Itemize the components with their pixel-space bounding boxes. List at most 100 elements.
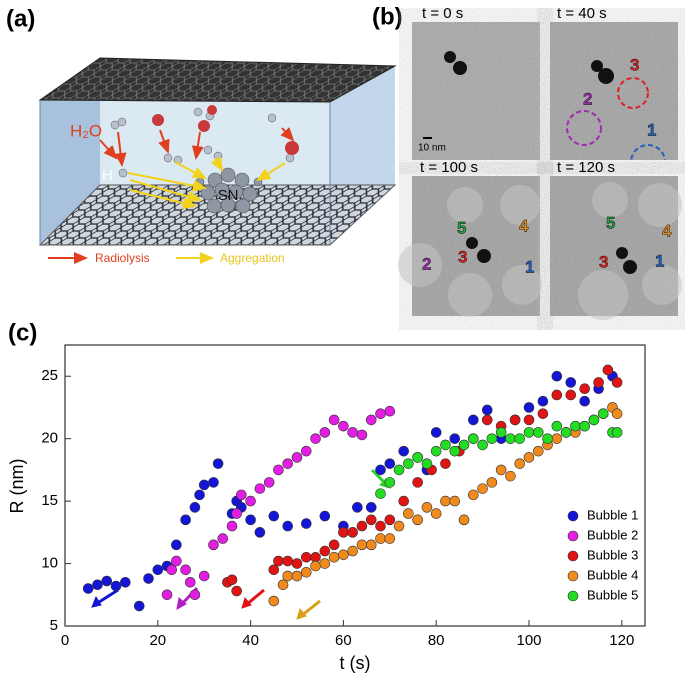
- point: [514, 433, 526, 444]
- panel-label: (c): [8, 319, 37, 346]
- point: [171, 555, 182, 567]
- point: [347, 545, 358, 557]
- x-axis-label: t (s): [340, 653, 371, 673]
- legend-label: Bubble 5: [587, 587, 638, 602]
- bubble-label: 4: [662, 221, 672, 240]
- point: [273, 464, 284, 476]
- point: [375, 408, 386, 419]
- point: [602, 364, 614, 376]
- point: [300, 566, 312, 578]
- bubble-label: 5: [457, 218, 466, 237]
- point: [477, 483, 488, 494]
- scale-bar-label: 10 nm: [418, 143, 446, 154]
- point: [486, 477, 498, 488]
- point: [310, 433, 321, 444]
- point: [171, 539, 182, 551]
- legend-text: Aggregation: [220, 251, 285, 265]
- point: [189, 589, 201, 601]
- point: [365, 514, 377, 526]
- point: [82, 583, 94, 594]
- point: [356, 539, 368, 551]
- sn-label: SN: [218, 187, 239, 204]
- time-label: t = 0 s: [422, 5, 463, 22]
- point: [319, 558, 331, 569]
- h-label: H: [102, 167, 113, 184]
- point: [254, 527, 266, 538]
- point: [319, 427, 331, 438]
- point: [398, 445, 410, 457]
- point: [277, 579, 289, 591]
- bubble-label: 3: [599, 252, 608, 271]
- point: [198, 570, 210, 582]
- time-label: t = 100 s: [420, 159, 478, 176]
- point: [570, 420, 581, 432]
- point: [291, 558, 303, 569]
- point: [403, 508, 414, 519]
- point: [551, 420, 563, 432]
- point: [430, 445, 442, 457]
- point: [254, 483, 266, 494]
- legend-text: Radiolysis: [95, 251, 150, 265]
- point: [375, 488, 386, 499]
- bubble-label: 4: [519, 216, 529, 235]
- time-label: t = 40 s: [557, 5, 607, 22]
- point: [458, 439, 470, 451]
- point: [384, 458, 396, 469]
- h2o-label: H₂O: [70, 121, 102, 140]
- legend-label: Bubble 2: [587, 527, 638, 542]
- y-tick-label: 20: [41, 430, 58, 447]
- point: [537, 395, 549, 407]
- point: [579, 420, 590, 432]
- point: [611, 377, 623, 388]
- point: [523, 414, 535, 426]
- point: [347, 527, 358, 538]
- point: [430, 508, 442, 519]
- point: [565, 389, 577, 401]
- point: [593, 377, 604, 388]
- time-label: t = 120 s: [557, 159, 615, 176]
- point: [495, 464, 507, 476]
- point: [282, 555, 294, 567]
- point: [481, 404, 493, 416]
- start-arrows: [91, 468, 391, 620]
- point: [486, 433, 498, 444]
- y-tick-label: 10: [41, 555, 58, 572]
- bubble-label: 1: [647, 120, 656, 139]
- point: [611, 408, 623, 419]
- point: [268, 510, 280, 522]
- point: [328, 414, 340, 426]
- point: [347, 427, 358, 438]
- point: [542, 433, 553, 444]
- point: [384, 514, 396, 526]
- point: [588, 414, 600, 426]
- point: [579, 395, 590, 407]
- point: [365, 539, 377, 551]
- point: [449, 495, 461, 507]
- point: [495, 427, 507, 438]
- point: [412, 514, 423, 526]
- point: [611, 427, 623, 438]
- bubble-label: 1: [655, 251, 664, 270]
- point: [421, 502, 433, 513]
- point: [468, 433, 479, 444]
- point: [198, 479, 210, 491]
- point: [505, 470, 516, 482]
- x-tick-label: 40: [242, 632, 259, 649]
- point: [509, 414, 521, 426]
- x-tick-label: 20: [149, 632, 166, 649]
- point: [300, 552, 312, 563]
- point: [514, 458, 526, 469]
- point: [458, 514, 470, 526]
- point: [532, 427, 544, 438]
- point: [481, 414, 493, 426]
- point: [440, 458, 451, 469]
- x-tick-label: 100: [516, 632, 541, 649]
- bubble-label: 3: [630, 55, 639, 74]
- point: [310, 560, 321, 572]
- point: [449, 433, 461, 444]
- point: [319, 510, 331, 522]
- legend-marker: [567, 570, 579, 582]
- micrographs: t = 0 s 10 nm t = 40 s t = 100 s t = 120…: [398, 5, 682, 320]
- point: [338, 420, 349, 432]
